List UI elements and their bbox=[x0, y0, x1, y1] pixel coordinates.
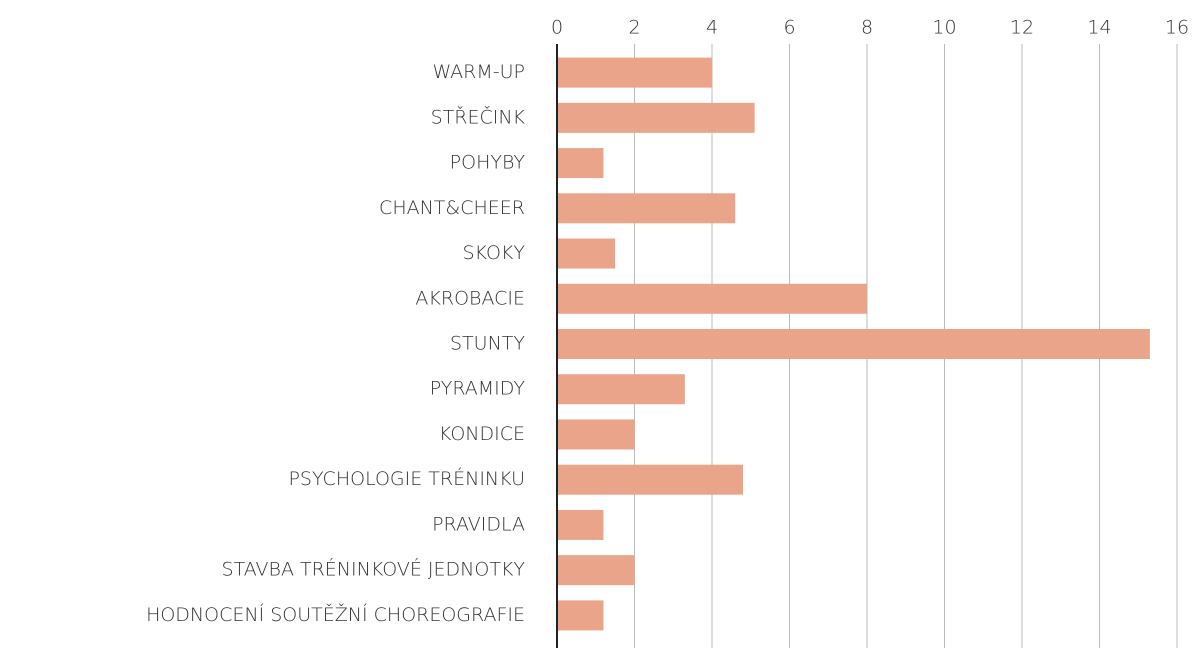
y-tick-label: PSYCHOLOGIE TRÉNINKU bbox=[288, 467, 525, 490]
y-tick-label: AKROBACIE bbox=[415, 287, 525, 309]
x-tick-label: 8 bbox=[861, 17, 873, 39]
x-tick-label: 14 bbox=[1087, 17, 1111, 39]
y-tick-label: SKOKY bbox=[462, 242, 525, 264]
x-tick-label: 0 bbox=[551, 17, 563, 39]
y-tick-label: KONDICE bbox=[439, 423, 525, 445]
x-tick-label: 10 bbox=[932, 17, 956, 39]
bar bbox=[557, 57, 712, 88]
bar bbox=[557, 464, 743, 495]
x-tick-label: 16 bbox=[1165, 17, 1189, 39]
bar bbox=[557, 102, 755, 133]
y-tick-label: PYRAMIDY bbox=[430, 378, 526, 400]
bar bbox=[557, 600, 604, 631]
y-tick-label: WARM-UP bbox=[432, 61, 525, 83]
y-tick-label: POHYBY bbox=[450, 152, 526, 174]
x-tick-label: 12 bbox=[1010, 17, 1034, 39]
bar bbox=[557, 509, 604, 540]
y-tick-label: CHANT&CHEER bbox=[379, 197, 525, 219]
bar bbox=[557, 148, 604, 179]
bar bbox=[557, 555, 635, 586]
x-tick-label: 2 bbox=[628, 17, 640, 39]
bar bbox=[557, 283, 867, 314]
x-tick-label: 6 bbox=[783, 17, 795, 39]
bar bbox=[557, 193, 736, 224]
bar bbox=[557, 238, 616, 269]
y-tick-label: STAVBA TRÉNINKOVÉ JEDNOTKY bbox=[222, 558, 526, 581]
y-tick-label: STŘEČINK bbox=[431, 104, 526, 128]
y-tick-label: PRAVIDLA bbox=[432, 513, 525, 535]
bar bbox=[557, 329, 1150, 359]
y-tick-label: HODNOCENÍ SOUTĚŽNÍ CHOREOGRAFIE bbox=[146, 603, 525, 626]
y-tick-label: STUNTY bbox=[450, 333, 525, 355]
bar bbox=[557, 419, 635, 450]
x-tick-label: 4 bbox=[706, 17, 718, 39]
bar bbox=[557, 374, 685, 405]
